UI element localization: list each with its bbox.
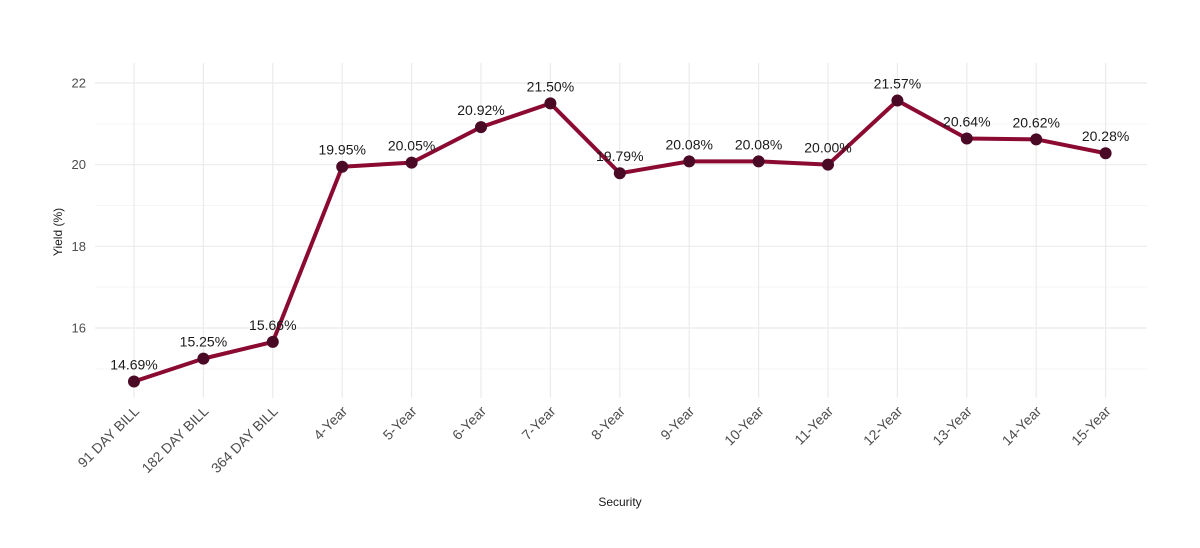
- data-label: 21.57%: [874, 76, 921, 92]
- data-point: [128, 375, 140, 388]
- data-point: [475, 121, 487, 134]
- data-point: [752, 155, 765, 168]
- data-label: 20.08%: [735, 136, 782, 152]
- data-point: [683, 155, 696, 168]
- x-tick-label: 4-Year: [310, 403, 350, 443]
- y-tick-label: 22: [72, 76, 86, 91]
- y-tick-label: 18: [72, 239, 86, 254]
- data-point: [960, 132, 973, 145]
- data-point: [1099, 147, 1112, 160]
- x-tick-label: 7-Year: [518, 403, 558, 443]
- data-point: [336, 160, 349, 173]
- data-label: 20.28%: [1082, 128, 1129, 144]
- x-tick-label: 12-Year: [860, 403, 906, 449]
- data-point: [544, 97, 557, 110]
- x-tick-label: 91 DAY BILL: [74, 403, 142, 471]
- data-label: 20.64%: [943, 114, 990, 130]
- x-tick-label: 8-Year: [588, 403, 628, 443]
- x-tick-label: 14-Year: [999, 403, 1045, 449]
- data-label: 21.50%: [527, 78, 574, 94]
- x-tick-label: 5-Year: [380, 403, 420, 443]
- x-tick-label: 6-Year: [449, 403, 489, 443]
- data-label: 19.95%: [318, 142, 365, 158]
- x-tick-label: 11-Year: [791, 403, 836, 448]
- data-label: 20.00%: [804, 140, 851, 156]
- y-tick-label: 20: [72, 157, 86, 172]
- data-label: 19.79%: [596, 148, 643, 164]
- grid-layer: [95, 63, 1147, 398]
- series-layer: [128, 94, 1112, 388]
- data-label: 20.92%: [457, 102, 504, 118]
- data-label: 20.62%: [1012, 114, 1059, 130]
- x-tick-label: 182 DAY BILL: [138, 403, 211, 476]
- data-point: [822, 158, 834, 171]
- data-label: 15.25%: [180, 334, 227, 350]
- y-tick-label: 16: [72, 321, 86, 336]
- data-point: [405, 156, 418, 169]
- y-axis-title: Yield (%): [51, 208, 65, 256]
- x-tick-label: 13-Year: [929, 403, 975, 449]
- x-tick-label: 364 DAY BILL: [208, 403, 281, 476]
- data-label: 14.69%: [110, 356, 157, 372]
- data-label: 15.66%: [249, 317, 296, 333]
- x-tick-label: 9-Year: [657, 403, 697, 443]
- data-point: [197, 352, 210, 365]
- data-label: 20.05%: [388, 138, 435, 154]
- data-point: [1030, 133, 1043, 146]
- x-tick-label: 15-Year: [1068, 403, 1114, 449]
- data-label: 20.08%: [665, 136, 712, 152]
- x-axis-title: Security: [598, 495, 641, 509]
- data-point: [613, 167, 626, 180]
- data-point: [266, 335, 279, 348]
- data-point: [891, 94, 904, 107]
- label-layer: 14.69% 15.25% 15.66% 19.95% 20.05% 20.92% 21.5…: [110, 76, 1129, 373]
- x-tick-label: 10-Year: [721, 403, 767, 449]
